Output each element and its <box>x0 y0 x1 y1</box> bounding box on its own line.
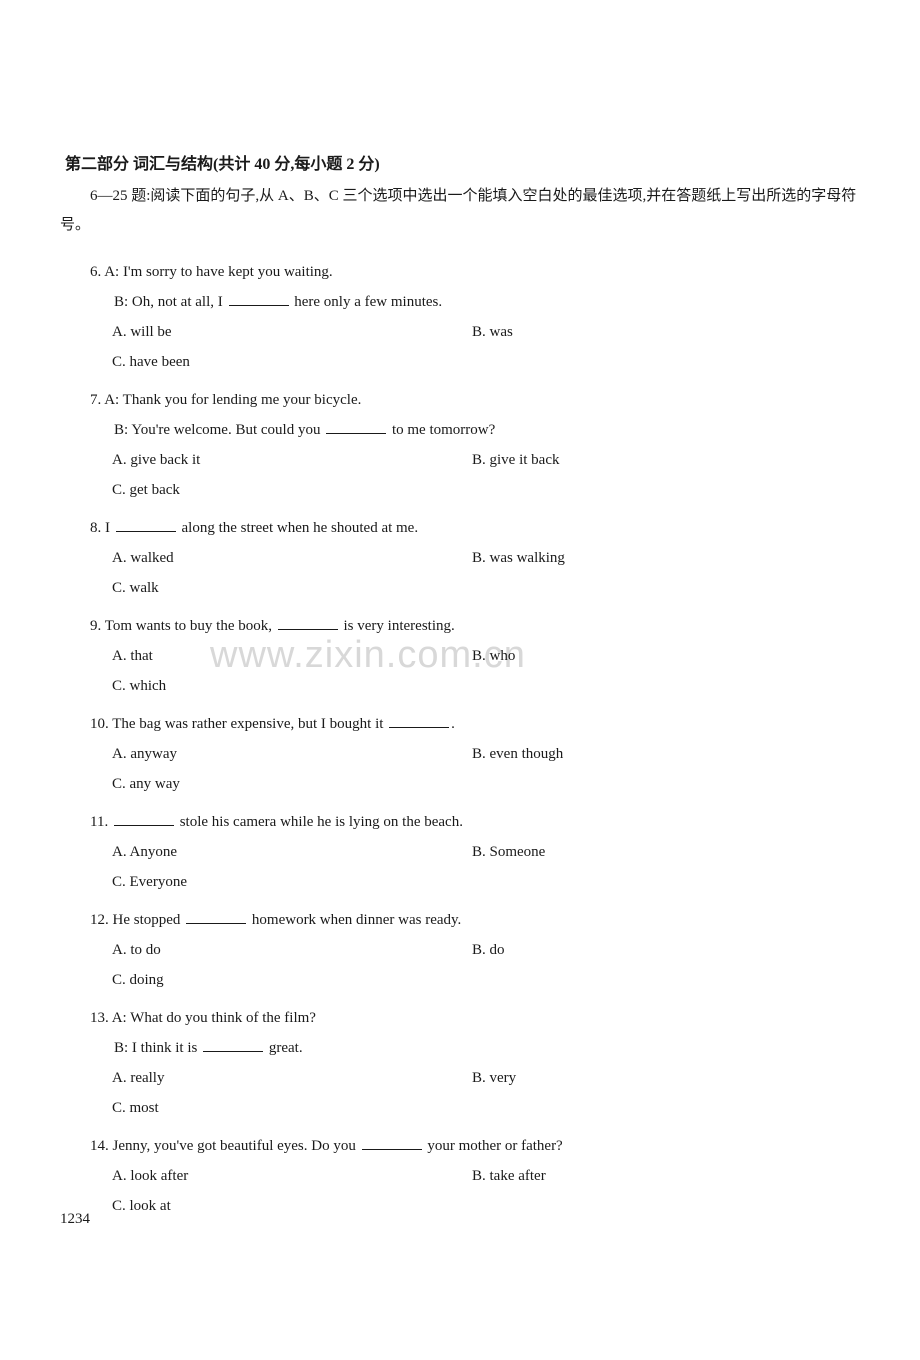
q7-num: 7. <box>90 392 101 408</box>
q6-b-post: here only a few minutes. <box>291 294 443 310</box>
question-13: 13. A: What do you think of the film? B:… <box>60 1003 860 1123</box>
question-11: 11. stole his camera while he is lying o… <box>60 807 860 897</box>
q7-line-b: B: You're welcome. But could you to me t… <box>90 415 860 445</box>
q10-opt-c: C. any way <box>90 769 860 799</box>
q12-options-ab: A. to do B. do <box>90 935 860 965</box>
q8-options-ab: A. walked B. was walking <box>90 543 860 573</box>
q7-opt-b: B. give it back <box>472 445 860 475</box>
q7-line-a: 7. A: Thank you for lending me your bicy… <box>90 385 860 415</box>
q14-line: 14. Jenny, you've got beautiful eyes. Do… <box>90 1131 860 1161</box>
q7-opt-c: C. get back <box>90 475 860 505</box>
section-header: 第二部分 词汇与结构(共计 40 分,每小题 2 分) <box>60 150 860 174</box>
q10-num: 10. <box>90 716 109 732</box>
section-instruction: 6—25 题:阅读下面的句子,从 A、B、C 三个选项中选出一个能填入空白处的最… <box>60 182 860 239</box>
q7-opt-a: A. give back it <box>112 445 472 475</box>
q13-opt-b: B. very <box>472 1063 860 1093</box>
q8-opt-c: C. walk <box>90 573 860 603</box>
blank <box>203 1038 263 1052</box>
q13-b-post: great. <box>265 1040 302 1056</box>
question-12: 12. He stopped homework when dinner was … <box>60 905 860 995</box>
q10-post: . <box>451 716 455 732</box>
q10-options-ab: A. anyway B. even though <box>90 739 860 769</box>
q13-line-b: B: I think it is great. <box>90 1033 860 1063</box>
question-8: 8. I along the street when he shouted at… <box>60 513 860 603</box>
question-10: 10. The bag was rather expensive, but I … <box>60 709 860 799</box>
q10-pre: The bag was rather expensive, but I boug… <box>112 716 387 732</box>
q11-opt-b: B. Someone <box>472 837 860 867</box>
q6-num: 6. <box>90 264 101 280</box>
q6-opt-b: B. was <box>472 317 860 347</box>
q9-num: 9. <box>90 618 101 634</box>
q12-opt-a: A. to do <box>112 935 472 965</box>
q7-options-ab: A. give back it B. give it back <box>90 445 860 475</box>
q14-opt-a: A. look after <box>112 1161 472 1191</box>
q11-post: stole his camera while he is lying on th… <box>176 814 463 830</box>
q6-dialog-a: A: I'm sorry to have kept you waiting. <box>104 264 333 280</box>
q8-opt-b: B. was walking <box>472 543 860 573</box>
q13-num: 13. <box>90 1010 109 1026</box>
question-14: 14. Jenny, you've got beautiful eyes. Do… <box>60 1131 860 1221</box>
blank <box>186 910 246 924</box>
q11-num: 11. <box>90 814 108 830</box>
q9-post: is very interesting. <box>340 618 455 634</box>
q11-line: 11. stole his camera while he is lying o… <box>90 807 860 837</box>
q12-opt-c: C. doing <box>90 965 860 995</box>
q8-post: along the street when he shouted at me. <box>178 520 418 536</box>
q14-pre: Jenny, you've got beautiful eyes. Do you <box>113 1138 360 1154</box>
q7-b-post: to me tomorrow? <box>388 422 495 438</box>
question-7: 7. A: Thank you for lending me your bicy… <box>60 385 860 505</box>
blank <box>114 812 174 826</box>
q14-opt-c: C. look at <box>90 1191 860 1221</box>
q6-line-b: B: Oh, not at all, I here only a few min… <box>90 287 860 317</box>
q7-b-pre: B: You're welcome. But could you <box>114 422 324 438</box>
q6-options-ab: A. will be B. was <box>90 317 860 347</box>
q12-opt-b: B. do <box>472 935 860 965</box>
q7-dialog-a: A: Thank you for lending me your bicycle… <box>104 392 361 408</box>
q8-pre: I <box>105 520 114 536</box>
blank <box>229 292 289 306</box>
q9-pre: Tom wants to buy the book, <box>105 618 276 634</box>
q10-opt-a: A. anyway <box>112 739 472 769</box>
q12-post: homework when dinner was ready. <box>248 912 461 928</box>
q9-line: 9. Tom wants to buy the book, is very in… <box>90 611 860 641</box>
blank <box>116 518 176 532</box>
q14-options-ab: A. look after B. take after <box>90 1161 860 1191</box>
q12-num: 12. <box>90 912 109 928</box>
q13-opt-a: A. really <box>112 1063 472 1093</box>
q9-opt-c: C. which <box>90 671 860 701</box>
q13-options-ab: A. really B. very <box>90 1063 860 1093</box>
q6-opt-c: C. have been <box>90 347 860 377</box>
question-9: 9. Tom wants to buy the book, is very in… <box>60 611 860 701</box>
q14-post: your mother or father? <box>424 1138 563 1154</box>
blank <box>278 616 338 630</box>
q13-line-a: 13. A: What do you think of the film? <box>90 1003 860 1033</box>
q14-num: 14. <box>90 1138 109 1154</box>
page-content: 第二部分 词汇与结构(共计 40 分,每小题 2 分) 6—25 题:阅读下面的… <box>60 150 860 1221</box>
q9-opt-b: B. who <box>472 641 860 671</box>
q6-line-a: 6. A: I'm sorry to have kept you waiting… <box>90 257 860 287</box>
q6-opt-a: A. will be <box>112 317 472 347</box>
blank <box>362 1136 422 1150</box>
q13-dialog-a: A: What do you think of the film? <box>112 1010 316 1026</box>
q13-b-pre: B: I think it is <box>114 1040 201 1056</box>
q10-opt-b: B. even though <box>472 739 860 769</box>
q8-line: 8. I along the street when he shouted at… <box>90 513 860 543</box>
blank <box>389 714 449 728</box>
q6-b-pre: B: Oh, not at all, I <box>114 294 227 310</box>
q12-pre: He stopped <box>113 912 185 928</box>
q8-num: 8. <box>90 520 101 536</box>
q11-options-ab: A. Anyone B. Someone <box>90 837 860 867</box>
q8-opt-a: A. walked <box>112 543 472 573</box>
q10-line: 10. The bag was rather expensive, but I … <box>90 709 860 739</box>
q9-options-ab: A. that B. who <box>90 641 860 671</box>
q9-opt-a: A. that <box>112 641 472 671</box>
q12-line: 12. He stopped homework when dinner was … <box>90 905 860 935</box>
q13-opt-c: C. most <box>90 1093 860 1123</box>
q11-opt-c: C. Everyone <box>90 867 860 897</box>
question-6: 6. A: I'm sorry to have kept you waiting… <box>60 257 860 377</box>
q14-opt-b: B. take after <box>472 1161 860 1191</box>
q11-opt-a: A. Anyone <box>112 837 472 867</box>
blank <box>326 420 386 434</box>
